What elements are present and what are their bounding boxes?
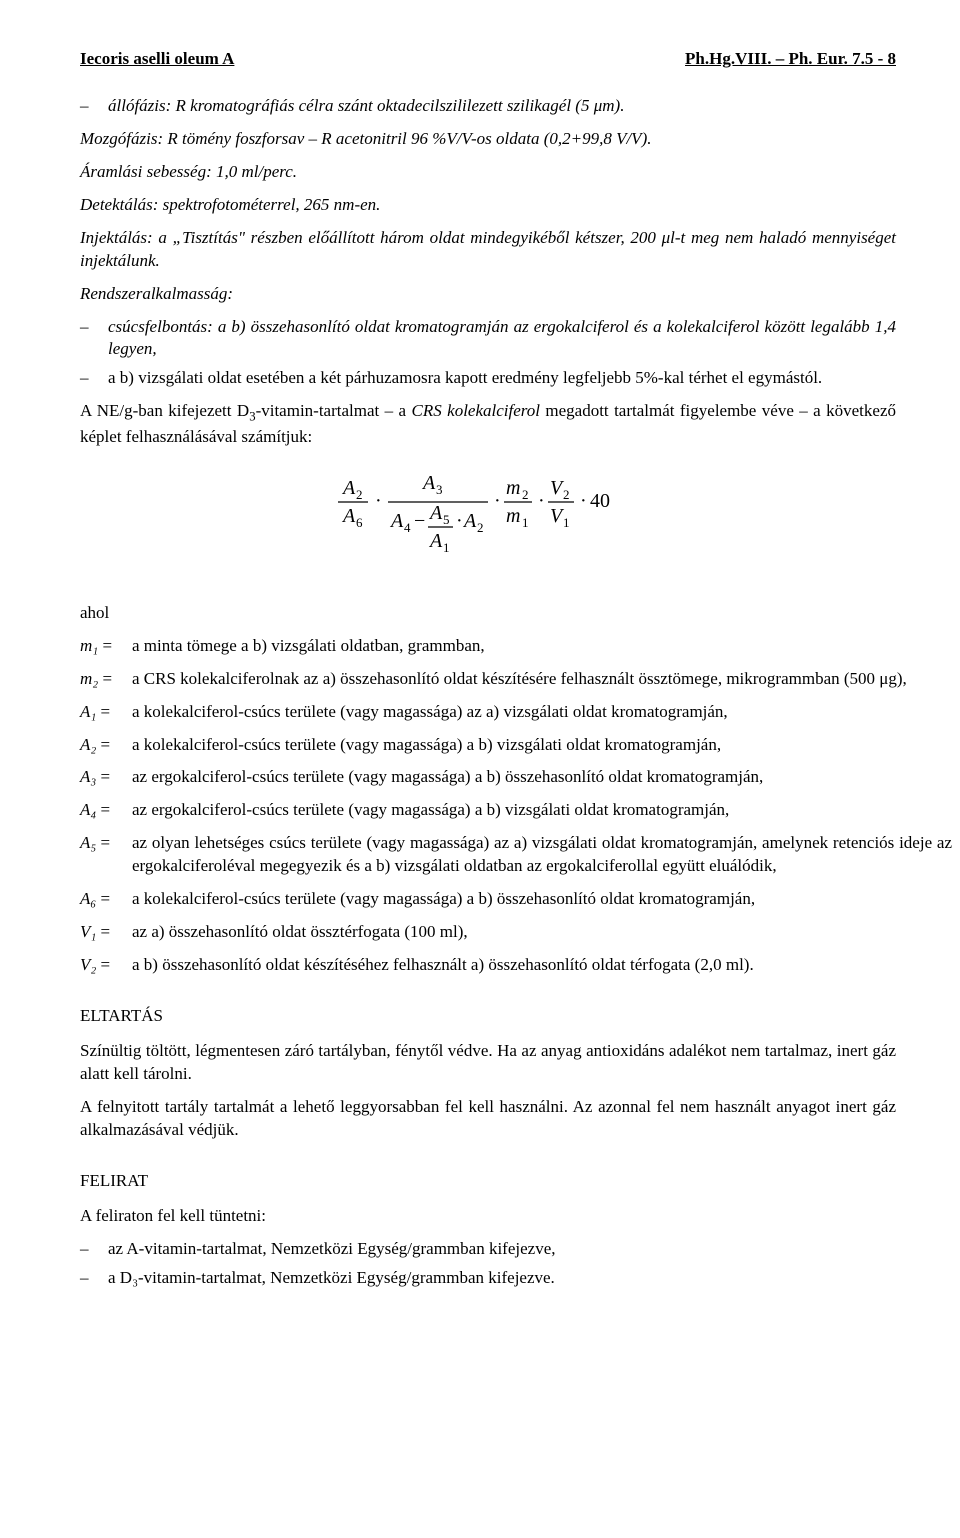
def-sym: A₃ = (80, 766, 124, 789)
paragraph: Színültig töltött, légmentesen záró tart… (80, 1040, 896, 1086)
label-bullets: az A-vitamin-tartalmat, Nemzetközi Egysé… (80, 1238, 896, 1290)
section-heading: FELIRAT (80, 1170, 896, 1193)
def-text: a CRS kolekalciferolnak az a) összehason… (132, 668, 952, 691)
svg-text:40: 40 (590, 490, 610, 512)
def-text: az ergokalciferol-csúcs területe (vagy m… (132, 799, 952, 822)
bullet-text: állófázis: R kromatográfiás célra szánt … (108, 96, 624, 115)
def-text: a kolekalciferol-csúcs területe (vagy ma… (132, 701, 952, 724)
svg-text:A: A (421, 472, 436, 494)
system-bullets: csúcsfelbontás: a b) összehasonlító olda… (80, 316, 896, 391)
svg-text:m: m (506, 477, 520, 499)
svg-text:1: 1 (563, 515, 570, 530)
paragraph: Injektálás: a „Tisztítás" részben előáll… (80, 227, 896, 273)
svg-text:A: A (428, 502, 443, 524)
paragraph: Áramlási sebesség: 1,0 ml/perc. (80, 161, 896, 184)
svg-text:A: A (428, 530, 443, 552)
def-text: az a) összehasonlító oldat össztérfogata… (132, 921, 952, 944)
svg-text:A: A (341, 505, 356, 527)
def-sym: m₂ = (80, 668, 124, 691)
ahol-label: ahol (80, 602, 896, 625)
def-sym: A₄ = (80, 799, 124, 822)
paragraph: A feliraton fel kell tüntetni: (80, 1205, 896, 1228)
formula: A2 A6 · A3 A4 − A5 A1 · A2 · m2 m1 · V2 (80, 467, 896, 584)
def-text: az ergokalciferol-csúcs területe (vagy m… (132, 766, 952, 789)
def-sym: A₂ = (80, 734, 124, 757)
list-item: állófázis: R kromatográfiás célra szánt … (80, 95, 896, 118)
svg-text:·: · (580, 490, 587, 512)
def-text: a kolekalciferol-csúcs területe (vagy ma… (132, 734, 952, 757)
list-item: a D₃-vitamin-tartalmat, Nemzetközi Egysé… (80, 1267, 896, 1290)
definitions-grid: m₁ = a minta tömege a b) vizsgálati olda… (80, 635, 896, 977)
svg-text:6: 6 (356, 515, 363, 530)
svg-text:m: m (506, 505, 520, 527)
svg-text:·: · (538, 490, 545, 512)
def-text: a minta tömege a b) vizsgálati oldatban,… (132, 635, 952, 658)
svg-text:−: − (414, 510, 425, 532)
paragraph: A NE/g-ban kifejezett D3-vitamin-tartalm… (80, 400, 896, 449)
svg-text:2: 2 (522, 487, 529, 502)
paragraph: Detektálás: spektrofotométerrel, 265 nm-… (80, 194, 896, 217)
section-heading: ELTARTÁS (80, 1005, 896, 1028)
svg-text:·: · (456, 510, 463, 532)
top-bullets: állófázis: R kromatográfiás célra szánt … (80, 95, 896, 118)
svg-text:1: 1 (522, 515, 529, 530)
svg-text:2: 2 (563, 487, 570, 502)
header-left: Iecoris aselli oleum A (80, 48, 234, 71)
def-sym: V₁ = (80, 921, 124, 944)
def-sym: m₁ = (80, 635, 124, 658)
svg-text:A: A (389, 510, 404, 532)
def-text: a kolekalciferol-csúcs területe (vagy ma… (132, 888, 952, 911)
list-item: a b) vizsgálati oldat esetében a két pár… (80, 367, 896, 390)
def-text: a b) összehasonlító oldat készítéséhez f… (132, 954, 952, 977)
def-sym: A₆ = (80, 888, 124, 911)
paragraph: Rendszeralkalmasság: (80, 283, 896, 306)
paragraph: A felnyitott tartály tartalmát a lehető … (80, 1096, 896, 1142)
svg-text:·: · (494, 490, 501, 512)
svg-text:4: 4 (404, 520, 411, 535)
page-header: Iecoris aselli oleum A Ph.Hg.VIII. – Ph.… (80, 48, 896, 71)
def-text: az olyan lehetséges csúcs területe (vagy… (132, 832, 952, 878)
svg-text:3: 3 (436, 482, 443, 497)
list-item: csúcsfelbontás: a b) összehasonlító olda… (80, 316, 896, 362)
def-sym: A₁ = (80, 701, 124, 724)
def-sym: V₂ = (80, 954, 124, 977)
svg-text:2: 2 (356, 487, 363, 502)
svg-text:1: 1 (443, 540, 450, 555)
paragraph: Mozgófázis: R tömény foszforsav – R acet… (80, 128, 896, 151)
def-sym: A₅ = (80, 832, 124, 878)
svg-text:A: A (462, 510, 477, 532)
svg-text:A: A (341, 477, 356, 499)
svg-text:2: 2 (477, 520, 484, 535)
list-item: az A-vitamin-tartalmat, Nemzetközi Egysé… (80, 1238, 896, 1261)
svg-text:5: 5 (443, 512, 450, 527)
header-right: Ph.Hg.VIII. – Ph. Eur. 7.5 - 8 (685, 48, 896, 71)
svg-text:·: · (375, 490, 382, 512)
